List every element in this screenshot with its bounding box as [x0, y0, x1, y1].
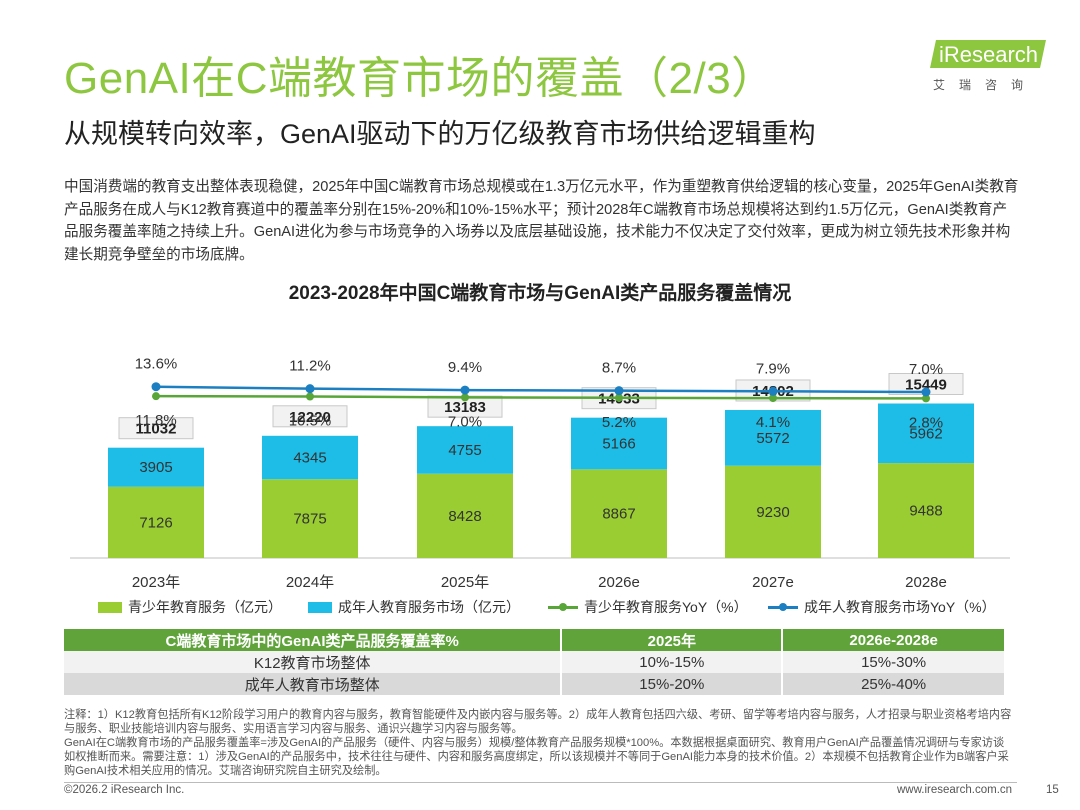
legend-item-adult-yoy: 成年人教育服务市场YoY（%）	[768, 597, 996, 617]
label-youth-yoy: 10.5%	[289, 412, 332, 429]
category-label: 2023年	[132, 574, 180, 591]
bar-youth	[262, 479, 358, 558]
bar-label-adult: 3905	[139, 459, 172, 476]
total-label: 11032	[136, 421, 177, 438]
category-label: 2026e	[598, 574, 640, 591]
page-subtitle: 从规模转向效率，GenAI驱动下的万亿级教育市场供给逻辑重构	[64, 119, 816, 149]
bar-youth	[571, 469, 667, 558]
bar-youth	[108, 486, 204, 558]
category-label: 2027e	[752, 574, 794, 591]
footnote-1: 注释：1）K12教育包括所有K12阶段学习用户的教育内容与服务，教育智能硬件及内…	[64, 709, 1012, 735]
label-youth-yoy: 7.0%	[448, 413, 482, 430]
legend-line-youth-yoy	[548, 601, 578, 613]
bar-label-youth: 7875	[293, 511, 326, 528]
total-label: 13183	[444, 399, 486, 416]
coverage-table-header: C端教育市场中的GenAI类产品服务覆盖率% 2025年 2026e-2028e	[64, 629, 1006, 651]
chart-legend: 青少年教育服务（亿元） 成年人教育服务市场（亿元） 青少年教育服务YoY（%） …	[98, 597, 1018, 617]
website-link[interactable]: www.iresearch.com.cn	[897, 784, 1013, 796]
page-title: GenAI在C端教育市场的覆盖（2/3）	[64, 54, 776, 103]
logo-text: iResearch	[939, 42, 1039, 67]
bar-adult	[878, 403, 974, 464]
logo-subtitle: 艾瑞咨询	[933, 78, 1038, 92]
category-label: 2028e	[905, 574, 947, 591]
bar-label-youth: 9488	[909, 503, 942, 520]
footnote-2: GenAI在C端教育市场的产品服务覆盖率=涉及GenAI的产品服务（硬件、内容与…	[64, 737, 1009, 777]
point-youth-yoy	[152, 392, 160, 401]
point-adult-yoy	[614, 386, 624, 396]
bar-label-youth: 9230	[756, 504, 789, 521]
bar-label-adult: 5166	[602, 436, 635, 453]
point-adult-yoy	[460, 385, 470, 395]
table-cell: K12教育市场整体	[64, 651, 563, 673]
bar-label-adult: 4345	[293, 450, 326, 467]
bar-label-adult: 5962	[909, 425, 942, 442]
bar-adult	[571, 417, 667, 470]
point-adult-yoy	[151, 382, 161, 392]
table-cell: 15%-30%	[782, 651, 1006, 673]
bar-label-adult: 4755	[448, 442, 481, 459]
point-adult-yoy	[305, 384, 315, 394]
point-youth-yoy	[461, 393, 469, 402]
legend-swatch-adult	[308, 601, 332, 613]
chart-title: 2023-2028年中国C端教育市场与GenAI类产品服务覆盖情况	[288, 283, 792, 304]
footer-divider	[64, 782, 1017, 783]
coverage-header-2025: 2025年	[561, 629, 784, 651]
total-label: 15449	[905, 377, 947, 394]
bar-label-youth: 8867	[602, 506, 635, 523]
point-youth-yoy	[769, 394, 777, 403]
coverage-chart: 7126 3905 11032 2023年 7875 4345 12220 2024年 8428…	[70, 356, 1010, 591]
label-youth-yoy: 5.2%	[602, 414, 636, 431]
table-cell: 15%-20%	[561, 673, 784, 695]
point-adult-yoy	[921, 387, 931, 397]
point-youth-yoy	[922, 394, 930, 403]
point-youth-yoy	[306, 392, 314, 401]
legend-swatch-youth	[98, 601, 122, 613]
table-row: 成年人教育市场整体 15%-20% 25%-40%	[64, 673, 1006, 695]
label-adult-yoy: 8.7%	[602, 360, 636, 377]
coverage-table: C端教育市场中的GenAI类产品服务覆盖率% 2025年 2026e-2028e…	[64, 629, 1006, 695]
legend-item-youth-yoy: 青少年教育服务YoY（%）	[548, 597, 748, 617]
footnotes: 注释：1）K12教育包括所有K12阶段学习用户的教育内容与服务，教育智能硬件及内…	[64, 708, 1014, 778]
total-label-box	[272, 405, 348, 428]
label-youth-yoy: 2.8%	[909, 414, 943, 431]
summary-paragraph: 中国消费端的教育支出整体表现稳健，2025年中国C端教育市场总规模或在1.3万亿…	[64, 179, 1019, 263]
bar-youth	[417, 473, 513, 558]
bar-adult	[108, 447, 204, 487]
bar-label-youth: 8428	[448, 508, 481, 525]
page-number: 15	[1046, 784, 1059, 796]
table-cell: 成年人教育市场整体	[64, 673, 563, 695]
category-label: 2025年	[441, 574, 489, 591]
legend-item-adult: 成年人教育服务市场（亿元）	[308, 597, 520, 617]
table-cell: 10%-15%	[561, 651, 784, 673]
bar-label-youth: 7126	[139, 514, 172, 531]
total-label-box	[118, 417, 194, 440]
bar-youth	[725, 465, 821, 558]
line-adult-yoy	[155, 385, 927, 394]
label-youth-yoy: 4.1%	[756, 414, 790, 431]
total-label: 12220	[289, 409, 331, 426]
coverage-header-2026-2028: 2026e-2028e	[782, 629, 1006, 651]
line-youth-yoy	[155, 394, 927, 400]
legend-line-adult-yoy	[768, 601, 798, 613]
label-adult-yoy: 7.0%	[909, 361, 943, 378]
label-adult-yoy: 11.2%	[289, 358, 330, 375]
iresearch-logo: iResearch 艾瑞咨询	[925, 36, 1046, 96]
bar-adult	[725, 409, 821, 466]
coverage-header-market: C端教育市场中的GenAI类产品服务覆盖率%	[64, 629, 563, 651]
bar-youth	[878, 463, 974, 558]
point-youth-yoy	[615, 393, 623, 402]
category-label: 2024年	[286, 574, 334, 591]
bar-label-adult: 5572	[756, 430, 789, 447]
point-adult-yoy	[768, 386, 778, 396]
label-adult-yoy: 13.6%	[135, 356, 178, 373]
copyright: ©2026.2 iResearch Inc.	[64, 784, 185, 796]
label-adult-yoy: 7.9%	[756, 360, 790, 377]
bar-adult	[417, 426, 513, 474]
label-adult-yoy: 9.4%	[448, 359, 482, 376]
bar-adult	[262, 435, 358, 480]
label-youth-yoy: 11.8%	[135, 412, 176, 429]
table-cell: 25%-40%	[782, 673, 1006, 695]
table-row: K12教育市场整体 10%-15% 15%-30%	[64, 651, 1006, 673]
legend-item-youth: 青少年教育服务（亿元）	[98, 597, 282, 617]
